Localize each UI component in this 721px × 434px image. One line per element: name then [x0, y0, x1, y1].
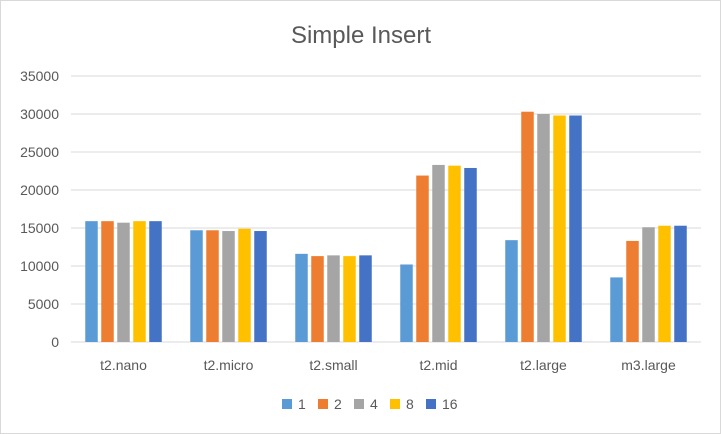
bar-t2-mid-series-2 [416, 175, 429, 342]
x-tick-label: t2.mid [419, 357, 457, 373]
legend-label: 8 [406, 396, 414, 412]
y-tick-label: 10000 [20, 258, 59, 274]
legend-swatch [318, 399, 328, 409]
bar-t2-micro-series-1 [190, 230, 203, 342]
bar-t2-small-series-2 [311, 256, 324, 342]
y-tick-label: 30000 [20, 106, 59, 122]
bar-m3-large-series-8 [658, 225, 671, 342]
chart-title: Simple Insert [291, 22, 431, 49]
y-tick-label: 0 [51, 334, 59, 350]
legend-swatch [282, 399, 292, 409]
bar-t2-mid-series-16 [464, 167, 477, 342]
bar-t2-nano-series-16 [149, 221, 162, 342]
bar-t2-small-series-4 [327, 255, 340, 342]
legend-label: 4 [370, 396, 378, 412]
bar-t2-mid-series-1 [400, 264, 413, 342]
x-tick-label: t2.small [309, 357, 357, 373]
bar-t2-micro-series-4 [222, 231, 235, 342]
legend-swatch [426, 399, 436, 409]
x-tick-label: t2.nano [100, 357, 147, 373]
y-tick-label: 15000 [20, 220, 59, 236]
legend-swatch [390, 399, 400, 409]
bars [85, 111, 687, 343]
bar-t2-large-series-16 [569, 115, 582, 343]
x-tick-label: m3.large [621, 357, 676, 373]
bar-t2-small-series-8 [343, 256, 356, 342]
bar-t2-nano-series-1 [85, 221, 98, 342]
x-axis-ticks: t2.nano t2.micro t2.small t2.mid t2.large m3.… [100, 357, 676, 373]
bar-m3-large-series-4 [642, 227, 655, 342]
bar-t2-small-series-16 [359, 255, 372, 342]
bar-t2-micro-series-16 [254, 231, 267, 342]
bar-t2-micro-series-2 [206, 230, 219, 342]
bar-m3-large-series-1 [610, 277, 623, 342]
bar-t2-large-series-8 [553, 115, 566, 343]
bar-t2-mid-series-4 [432, 164, 445, 342]
legend-label: 1 [298, 396, 306, 412]
gridlines [71, 75, 701, 343]
y-tick-label: 35000 [20, 68, 59, 84]
legend-label: 16 [442, 396, 458, 412]
legend: 1 2 4 8 16 [282, 396, 458, 412]
bar-t2-large-series-2 [521, 111, 534, 342]
y-tick-label: 5000 [28, 296, 59, 312]
y-axis-ticks: 0 5000 10000 15000 20000 25000 30000 35000 [20, 68, 59, 350]
y-tick-label: 20000 [20, 182, 59, 198]
bar-t2-micro-series-8 [238, 228, 251, 342]
legend-label: 2 [334, 396, 342, 412]
bar-t2-nano-series-4 [117, 222, 130, 342]
x-tick-label: t2.micro [204, 357, 254, 373]
bar-t2-nano-series-8 [133, 221, 146, 342]
y-tick-label: 25000 [20, 144, 59, 160]
bar-m3-large-series-2 [626, 240, 639, 342]
bar-t2-large-series-1 [505, 240, 518, 342]
bar-t2-small-series-1 [295, 253, 308, 342]
legend-swatch [354, 399, 364, 409]
bar-t2-mid-series-8 [448, 165, 461, 342]
bar-t2-large-series-4 [537, 114, 550, 342]
x-tick-label: t2.large [520, 357, 567, 373]
bar-t2-nano-series-2 [101, 221, 114, 342]
bar-m3-large-series-16 [674, 225, 687, 342]
